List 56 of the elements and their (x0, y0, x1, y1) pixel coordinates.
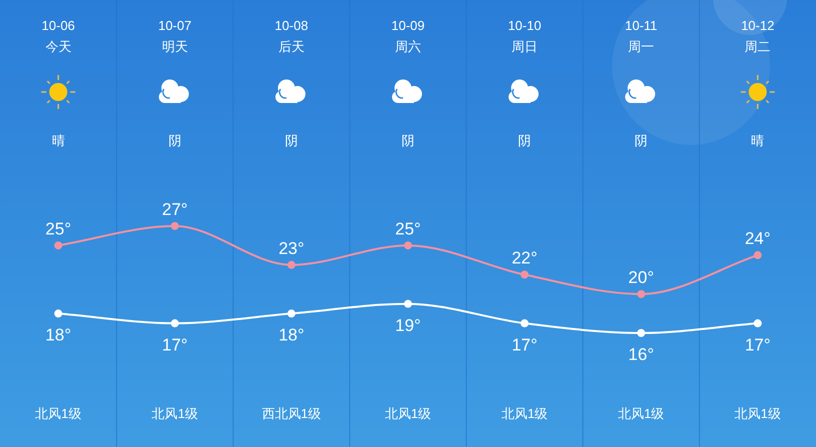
data-label: 17° (744, 335, 771, 354)
category-label: 10-08 (274, 18, 308, 33)
category-label: 明天 (162, 39, 188, 54)
category-label: 后天 (278, 39, 304, 54)
annotation: 北风1级 (734, 406, 781, 421)
point (54, 310, 62, 318)
annotation: 北风1级 (35, 406, 82, 421)
point (287, 310, 296, 318)
point (520, 270, 529, 279)
annotation: 北风1级 (152, 406, 198, 421)
point (520, 319, 529, 328)
category-label: 今天 (45, 39, 72, 54)
data-label: 19° (395, 316, 421, 335)
category-label: 10-10 (508, 18, 542, 33)
point (170, 222, 179, 230)
data-label: 22° (512, 248, 538, 268)
category-label: 周一 (628, 39, 654, 54)
category-label: 10-11 (625, 18, 658, 33)
data-label: 18° (45, 326, 72, 345)
data-label: 25° (45, 219, 72, 238)
annotation: 阴 (634, 133, 648, 148)
annotation: 阴 (284, 133, 298, 148)
category-label: 周二 (744, 39, 771, 54)
annotation: 阴 (168, 133, 182, 148)
point (54, 241, 62, 250)
annotation: 晴 (52, 133, 65, 148)
category-label: 周六 (395, 39, 421, 54)
annotation: 阴 (402, 133, 414, 148)
category-label: 10-09 (391, 18, 425, 33)
point (404, 241, 412, 250)
annotation: 北风1级 (618, 406, 664, 421)
category-label: 10-06 (42, 18, 75, 33)
point (637, 290, 646, 298)
data-label: 20° (628, 268, 654, 288)
point (754, 251, 762, 260)
point (287, 260, 296, 269)
annotation: 西北风1级 (262, 406, 322, 421)
data-label: 27° (162, 200, 188, 219)
category-label: 周日 (512, 39, 538, 54)
category-label: 10-12 (741, 18, 774, 33)
category-label: 10-07 (158, 18, 192, 33)
data-label: 17° (512, 335, 538, 354)
point (637, 329, 646, 337)
point (170, 319, 179, 328)
data-label: 23° (278, 238, 304, 258)
point (404, 300, 412, 308)
annotation: 阴 (518, 133, 532, 148)
point (754, 319, 762, 328)
annotation: 北风1级 (384, 406, 432, 421)
data-label: 25° (395, 219, 421, 238)
data-label: 16° (628, 345, 654, 364)
data-label: 17° (162, 335, 188, 354)
data-label: 18° (278, 326, 304, 345)
data-label: 24° (744, 229, 771, 248)
annotation: 北风1级 (501, 406, 548, 421)
annotation: 晴 (751, 133, 764, 148)
